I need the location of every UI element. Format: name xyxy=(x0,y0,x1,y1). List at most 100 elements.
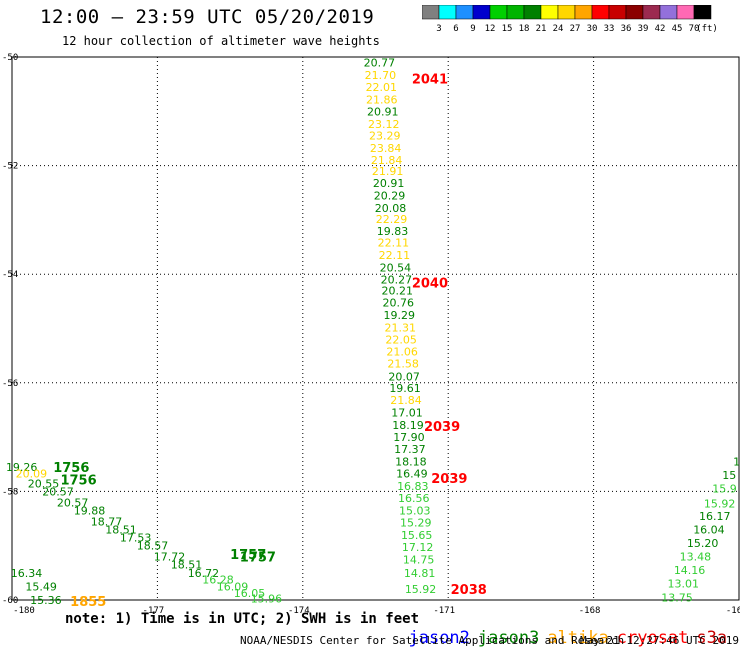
wave-height-label: 19.88 xyxy=(74,504,106,517)
wave-height-label: 18.51 xyxy=(171,559,203,572)
wave-height-label: 16.04 xyxy=(693,523,725,536)
pass-time-label: 2039 xyxy=(431,472,467,487)
wave-height-label: 15.96 xyxy=(251,592,283,605)
wave-height-label: 19.29 xyxy=(383,309,415,322)
wave-height-label: 20.91 xyxy=(373,177,405,190)
wave-height-label: 20.55 xyxy=(28,477,60,490)
wave-height-label: 20.29 xyxy=(374,189,406,202)
wave-height-label: 15.36 xyxy=(30,594,62,607)
color-swatch-label: 3 xyxy=(436,24,441,34)
color-swatch-label: 24 xyxy=(553,24,564,34)
wave-height-label: 16.72 xyxy=(188,567,220,580)
color-swatch xyxy=(693,5,712,20)
wave-height-label: 20.54 xyxy=(380,262,412,275)
wave-height-label: 14.81 xyxy=(404,567,436,580)
wave-height-label: 16.34 xyxy=(11,567,43,580)
pass-time-label: 1756 xyxy=(53,461,89,476)
wave-height-label: 17.37 xyxy=(394,443,426,456)
wave-height-label: 17.72 xyxy=(154,551,186,564)
y-tick-label: -58 xyxy=(2,487,18,497)
wave-height-label: 15.9 xyxy=(712,483,737,496)
color-swatch-label: 9 xyxy=(470,24,475,34)
chart-subtitle: 12 hour collection of altimeter wave hei… xyxy=(62,34,380,48)
color-swatch-label: 18 xyxy=(519,24,530,34)
x-tick-label: -180 xyxy=(13,606,35,616)
color-swatch-label: 33 xyxy=(604,24,615,34)
wave-height-label: 17.01 xyxy=(391,407,423,420)
x-tick-label: -16 xyxy=(726,606,740,616)
wave-height-label: 21.86 xyxy=(366,93,398,106)
wave-height-label: 18.19 xyxy=(392,419,424,432)
pass-time-label: 1757 xyxy=(230,548,266,563)
pass-time-label: 2038 xyxy=(451,583,487,598)
y-tick-label: -50 xyxy=(2,53,18,63)
wave-height-label: 20.09 xyxy=(16,467,48,480)
color-swatch-label: 42 xyxy=(655,24,666,34)
color-swatch-label: 15 xyxy=(502,24,513,34)
color-swatch-label: 12 xyxy=(485,24,496,34)
wave-height-label: 19.61 xyxy=(389,382,421,395)
wave-height-label: 16.56 xyxy=(398,492,430,505)
color-swatch-label: 39 xyxy=(638,24,649,34)
x-tick-label: -168 xyxy=(579,606,601,616)
wave-height-label: 15.29 xyxy=(400,516,432,529)
wave-height-label: 20.91 xyxy=(367,105,399,118)
wave-height-label: 20.77 xyxy=(364,56,396,69)
wave-height-label: 22.11 xyxy=(379,249,411,262)
wave-height-label: 13.01 xyxy=(668,578,700,591)
footer-credit: NOAA/NESDIS Center for Satellite Applica… xyxy=(240,634,625,647)
color-swatch-label: 36 xyxy=(621,24,632,34)
wave-height-label: 19.83 xyxy=(377,225,409,238)
satellite-altika: altika xyxy=(547,628,609,648)
wave-height-label: 17.12 xyxy=(402,541,434,554)
satellite-jason2: jason2 xyxy=(408,628,470,648)
wave-height-label: 15.92 xyxy=(405,583,437,596)
y-tick-label: -54 xyxy=(2,270,18,280)
color-swatch-label: 30 xyxy=(587,24,598,34)
wave-height-label: 16.09 xyxy=(217,580,249,593)
x-tick-label: -174 xyxy=(288,606,310,616)
wave-height-label: 21.31 xyxy=(384,321,416,334)
wave-height-label: 15.20 xyxy=(687,537,719,550)
y-tick-label: -56 xyxy=(2,379,18,389)
wave-height-label: 15.65 xyxy=(401,529,433,542)
wave-height-label: 22.29 xyxy=(376,213,408,226)
wave-height-label: 15 xyxy=(722,469,736,482)
wave-height-label: 20.57 xyxy=(42,485,74,498)
wave-height-label: 15.49 xyxy=(25,580,57,593)
wave-height-label: 16.28 xyxy=(202,573,234,586)
wave-height-label: 20.57 xyxy=(57,496,89,509)
wave-height-label: 20.07 xyxy=(388,370,420,383)
satellite-legend: jason2 jason3 altika cryosat s3a xyxy=(388,608,735,648)
wave-height-label: 20.21 xyxy=(382,284,414,297)
satellite-cryosat: cryosat xyxy=(616,628,689,648)
wave-height-label: 17.53 xyxy=(120,532,152,545)
pass-time-label: 1756 xyxy=(60,473,96,488)
pass-time-label: 2039 xyxy=(424,420,460,435)
wave-height-label: 21.06 xyxy=(386,345,418,358)
wave-height-label: 16.17 xyxy=(699,510,731,523)
wave-height-label: 19.26 xyxy=(6,461,38,474)
wave-height-label: 21.91 xyxy=(372,165,404,178)
color-unit-label: (ft) xyxy=(696,24,718,34)
wave-height-label: 18.57 xyxy=(137,540,169,553)
satellite-jason3: jason3 xyxy=(477,628,540,648)
wave-height-label: 20.08 xyxy=(375,202,407,215)
wave-height-label: 21.58 xyxy=(387,357,419,370)
wave-height-label: 23.12 xyxy=(368,118,400,131)
wave-height-label: 16.83 xyxy=(397,480,429,493)
note-text: note: 1) Time is in UTC; 2) SWH is in fe… xyxy=(65,611,420,627)
wave-height-label: 15.03 xyxy=(399,504,431,517)
wave-height-label: 14.75 xyxy=(403,553,435,566)
wave-height-label: 22.01 xyxy=(366,81,398,94)
satellite-s3a: s3a xyxy=(696,628,728,648)
x-tick-label: -177 xyxy=(143,606,165,616)
color-swatch-label: 21 xyxy=(536,24,547,34)
pass-time-label: 2041 xyxy=(412,73,448,88)
wave-height-label: 21.84 xyxy=(390,394,422,407)
wave-height-label: 23.29 xyxy=(369,130,401,143)
y-tick-label: -52 xyxy=(2,162,18,172)
color-swatch-label: 27 xyxy=(570,24,581,34)
wave-height-label: 22.11 xyxy=(378,237,410,250)
